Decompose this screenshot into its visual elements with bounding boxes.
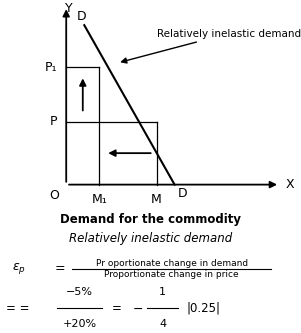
Text: X: X	[286, 178, 295, 191]
Text: Pr oportionate change in demand: Pr oportionate change in demand	[95, 259, 248, 268]
Text: Relatively inelastic demand: Relatively inelastic demand	[122, 29, 301, 63]
Text: P: P	[50, 115, 57, 128]
Text: +20%: +20%	[63, 319, 97, 329]
Text: D: D	[178, 187, 187, 200]
Text: Proportionate change in price: Proportionate change in price	[104, 270, 239, 279]
Text: Demand for the commodity: Demand for the commodity	[60, 213, 241, 226]
Text: $\varepsilon_p$: $\varepsilon_p$	[12, 261, 26, 276]
Text: −5%: −5%	[66, 287, 93, 297]
Text: 1: 1	[159, 287, 166, 297]
Text: M₁: M₁	[92, 193, 107, 206]
Text: =: =	[54, 262, 65, 275]
Text: |0.25|: |0.25|	[187, 302, 221, 315]
Text: = =: = =	[6, 302, 29, 315]
Text: D: D	[76, 10, 86, 23]
Text: =: =	[111, 302, 121, 315]
Text: O: O	[49, 189, 59, 202]
Text: $-$: $-$	[132, 302, 144, 315]
Text: Y: Y	[65, 2, 73, 15]
Text: Relatively inelastic demand: Relatively inelastic demand	[69, 232, 232, 245]
Text: P₁: P₁	[45, 61, 57, 74]
Text: 4: 4	[159, 319, 166, 329]
Text: M: M	[151, 193, 162, 206]
